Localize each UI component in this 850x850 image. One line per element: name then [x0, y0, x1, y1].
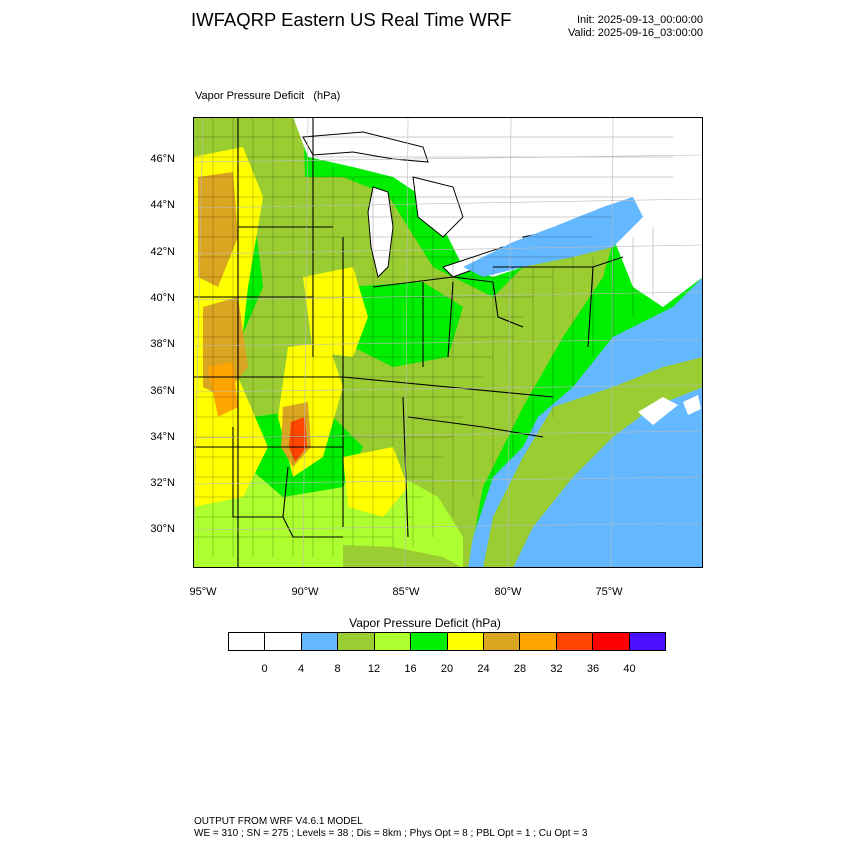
lake-huron	[412, 176, 464, 238]
colorbar-tick-label: 8	[334, 663, 341, 675]
colorbar-tick-label: 32	[550, 663, 563, 675]
colorbar-swatch	[483, 633, 521, 650]
init-time: Init: 2025-09-13_00:00:00	[577, 14, 703, 26]
map-panel	[193, 117, 703, 568]
ocean-clear-1	[638, 397, 678, 425]
lake-michigan	[367, 186, 394, 278]
colorbar-swatch	[374, 633, 412, 650]
lake-superior	[302, 131, 429, 163]
latitude-label: 36°N	[150, 384, 175, 397]
main-title: IWFAQRP Eastern US Real Time WRF	[191, 9, 512, 30]
vpd-region-32-36-arkansas	[208, 362, 238, 417]
latitude-label: 30°N	[150, 523, 175, 536]
longitude-label: 75°W	[595, 586, 623, 598]
longitude-label: 85°W	[392, 586, 420, 598]
colorbar	[228, 632, 666, 651]
colorbar-tick-label: 0	[261, 663, 268, 675]
colorbar-tick-label: 12	[367, 663, 381, 675]
colorbar-swatch	[593, 633, 630, 650]
footer-model-line: OUTPUT FROM WRF V4.6.1 MODEL	[194, 816, 363, 827]
colorbar-swatch	[411, 633, 448, 650]
latitude-label: 42°N	[150, 245, 175, 258]
colorbar-swatch	[629, 633, 666, 650]
vpd-map	[193, 117, 703, 568]
colorbar-swatch	[265, 633, 302, 650]
vpd-region-24-28-midwest	[303, 267, 368, 357]
run-info: Init: 2025-09-13_00:00:00 Valid: 2025-09…	[568, 14, 703, 40]
latitude-label: 38°N	[150, 338, 175, 351]
vpd-region-36-40-delta	[289, 417, 307, 462]
colorbar-swatch	[556, 633, 594, 650]
model-footer: OUTPUT FROM WRF V4.6.1 MODEL WE = 310 ; …	[194, 816, 587, 839]
latitude-label: 32°N	[150, 477, 175, 490]
colorbar-tick-label: 40	[623, 663, 636, 675]
colorbar-tick-label: 20	[440, 663, 454, 675]
vpd-region-24-28-alabama	[343, 447, 408, 517]
ocean-clear-2	[683, 395, 701, 415]
footer-config-line: WE = 310 ; SN = 275 ; Levels = 38 ; Dis …	[194, 827, 588, 839]
graticule	[193, 117, 703, 568]
colorbar-swatch	[301, 633, 339, 650]
colorbar-tick-label: 4	[297, 663, 305, 675]
colorbar-swatch	[229, 633, 266, 650]
colorbar-swatch	[447, 633, 484, 650]
field-title: Vapor Pressure Deficit (hPa)	[195, 90, 341, 102]
longitude-label: 95°W	[189, 586, 217, 598]
colorbar-title: Vapor Pressure Deficit (hPa)	[349, 616, 501, 630]
latitude-label: 44°N	[150, 199, 175, 212]
longitude-label: 80°W	[494, 586, 522, 598]
latitude-label: 34°N	[150, 430, 175, 443]
vpd-region-28-32-west	[198, 172, 238, 287]
latitude-label: 46°N	[150, 153, 175, 165]
canada-low-vpd	[293, 117, 703, 307]
colorbar-swatch	[520, 633, 557, 650]
map-border	[193, 117, 703, 568]
colorbar-swatch	[338, 633, 375, 650]
colorbar-tick-label: 36	[586, 663, 600, 675]
latitude-label: 40°N	[150, 291, 175, 304]
county-grid	[193, 117, 673, 557]
colorbar-tick-label: 28	[513, 663, 527, 675]
colorbar-tick-label: 16	[404, 663, 417, 675]
gulf-band	[343, 545, 463, 568]
valid-time: Valid: 2025-09-16_03:00:00	[568, 27, 703, 39]
colorbar-tick-label: 24	[477, 663, 490, 675]
longitude-label: 90°W	[291, 586, 319, 598]
